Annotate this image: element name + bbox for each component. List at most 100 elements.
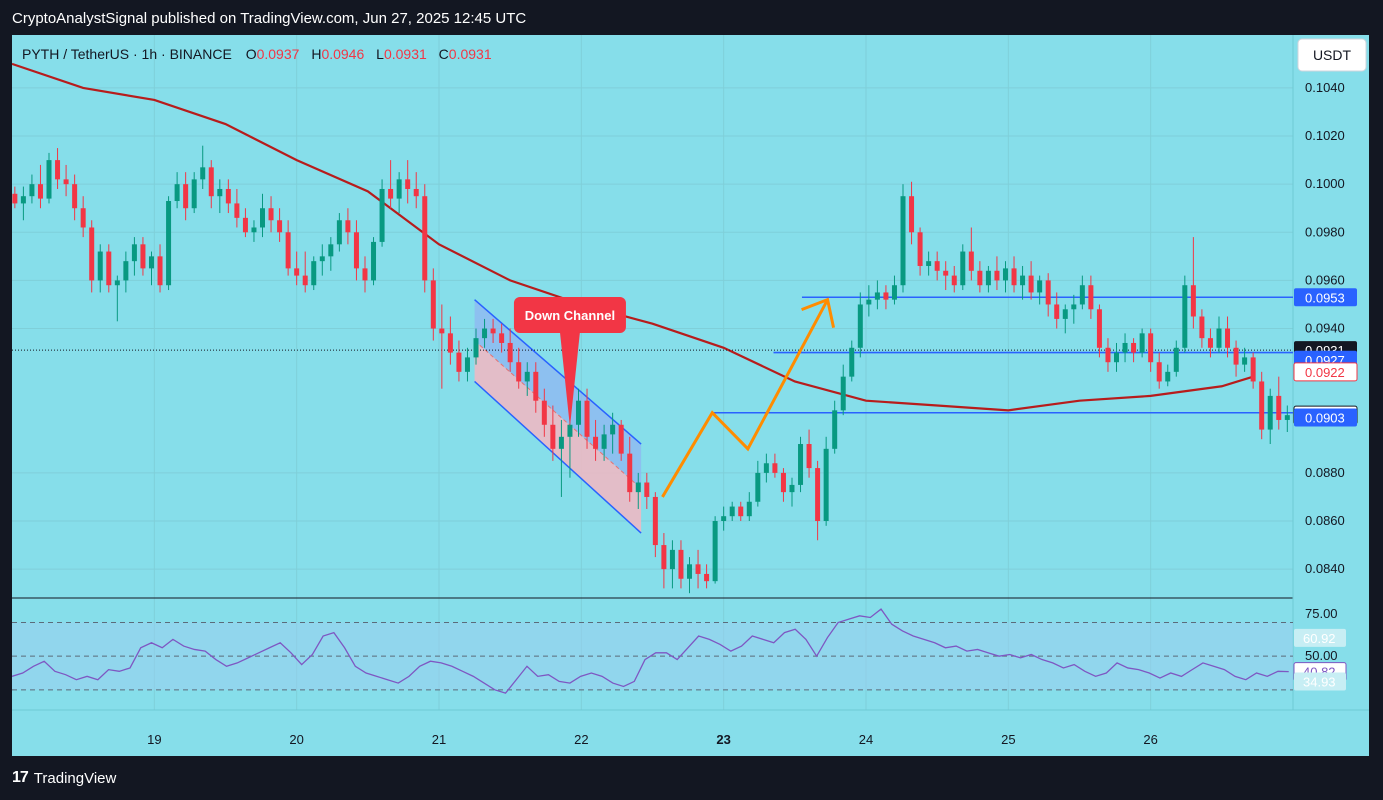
projection-path — [661, 298, 829, 498]
candle-body — [37, 184, 43, 199]
candle-body — [575, 400, 581, 425]
candle-body — [968, 251, 974, 271]
tradingview-logo[interactable]: 17 TradingView — [12, 769, 116, 787]
candle-body — [985, 270, 991, 286]
candle-body — [960, 251, 966, 286]
candle-body — [345, 220, 351, 233]
candle-body — [524, 371, 530, 382]
candle-body — [1054, 304, 1060, 319]
candle-body — [832, 410, 838, 449]
price-tick-label: 0.0880 — [1305, 465, 1345, 480]
candle-body — [567, 424, 573, 437]
time-axis[interactable]: 19 20 21 22 23 24 25 26 — [147, 732, 1158, 747]
candle-body — [12, 193, 18, 204]
price-axis[interactable]: 0.1040 0.1020 0.1000 0.0980 0.0960 0.0940 0.08… — [1293, 80, 1358, 691]
date-tick-label: 19 — [147, 732, 161, 747]
candle-body — [601, 434, 607, 449]
price-tag — [1293, 362, 1358, 382]
channel-lower-line — [474, 380, 642, 534]
candle-body — [1225, 328, 1231, 348]
down-channel — [474, 299, 642, 534]
candle-body — [721, 516, 727, 522]
candle-body — [166, 201, 172, 286]
candle-body — [499, 333, 505, 343]
candle-body — [200, 167, 206, 180]
candle-body — [405, 179, 411, 189]
candle-body — [1020, 275, 1026, 286]
ohlc-open-key: O — [246, 46, 257, 62]
candle-body — [1156, 362, 1162, 382]
chart-canvas[interactable]: Down Channel 0.1040 0.1020 0.1000 0.0980 0.0… — [12, 35, 1369, 756]
price-tick-label: 0.0980 — [1305, 224, 1345, 239]
candle-body — [140, 244, 146, 269]
tradingview-logo-text: TradingView — [33, 769, 117, 787]
candle-body — [789, 484, 795, 493]
candle-body — [302, 275, 308, 286]
candle-body — [388, 188, 394, 199]
ohlc-low-value: 0.0931 — [384, 46, 427, 62]
candle-body — [772, 463, 778, 473]
rsi-value-label: 34.93 — [1303, 675, 1336, 690]
date-tick-label: 23 — [716, 732, 730, 747]
date-tick-label: 20 — [289, 732, 303, 747]
price-tick-label: 0.1040 — [1305, 80, 1345, 95]
candle-body — [1122, 342, 1128, 353]
candle-body — [627, 453, 633, 493]
candle-body — [1165, 371, 1171, 382]
candle-body — [610, 424, 616, 435]
price-tick-label: 0.0840 — [1305, 561, 1345, 576]
candle-body — [1028, 275, 1034, 293]
date-tick-label: 22 — [574, 732, 588, 747]
candle-body — [695, 564, 701, 574]
candle-body — [157, 256, 163, 286]
candle-body — [669, 549, 675, 570]
symbol-legend[interactable]: PYTH / TetherUS · 1h · BINANCE O0.0937 H… — [22, 46, 492, 62]
rsi-tick-label: 50.00 — [1305, 648, 1338, 663]
candle-body — [72, 184, 78, 209]
candle-body — [482, 328, 488, 339]
callout-pointer — [559, 332, 580, 427]
candle-body — [1139, 333, 1145, 353]
chart-frame[interactable]: Down Channel 0.1040 0.1020 0.1000 0.0980 0.0… — [12, 35, 1369, 756]
candle-body — [593, 436, 599, 449]
ohlc-close-value: 0.0931 — [449, 46, 492, 62]
candle-body — [1242, 357, 1248, 365]
ohlc-open-value: 0.0937 — [257, 46, 300, 62]
projection-arrow — [661, 297, 836, 498]
candle-body — [926, 261, 932, 266]
candle-body — [1114, 352, 1120, 363]
date-tick-label: 26 — [1143, 732, 1157, 747]
ema-curve — [12, 62, 1254, 412]
candle-body — [1071, 304, 1077, 310]
candle-body — [678, 549, 684, 579]
candle-body — [131, 244, 137, 262]
candle-body — [883, 292, 889, 300]
rsi-line — [12, 608, 1289, 694]
candle-body — [114, 280, 120, 286]
currency-button[interactable]: USDT — [1297, 38, 1367, 72]
candle-body — [490, 328, 496, 334]
candle-body — [1233, 347, 1239, 365]
candle-body — [917, 232, 923, 266]
candle-body — [268, 208, 274, 221]
candle-body — [174, 184, 180, 202]
candle-body — [815, 468, 821, 522]
channel-upper-fill — [474, 299, 642, 489]
candle-body — [447, 333, 453, 353]
price-tag-label: 0.0922 — [1305, 365, 1345, 380]
candle-body — [1002, 268, 1008, 281]
candle-body — [464, 357, 470, 372]
candle-body — [46, 160, 52, 199]
candle-body — [1037, 280, 1043, 293]
candle-body — [994, 270, 1000, 281]
candle-body — [1276, 395, 1282, 420]
candle-body — [422, 196, 428, 281]
price-tag — [1294, 408, 1357, 427]
candle-body — [234, 203, 240, 218]
candle-body — [473, 338, 479, 358]
candle-body — [106, 251, 112, 286]
candle-body — [704, 573, 710, 582]
candle-body — [644, 482, 650, 497]
price-tick-label: 0.0940 — [1305, 321, 1345, 336]
ohlc-close-key: C — [439, 46, 449, 62]
